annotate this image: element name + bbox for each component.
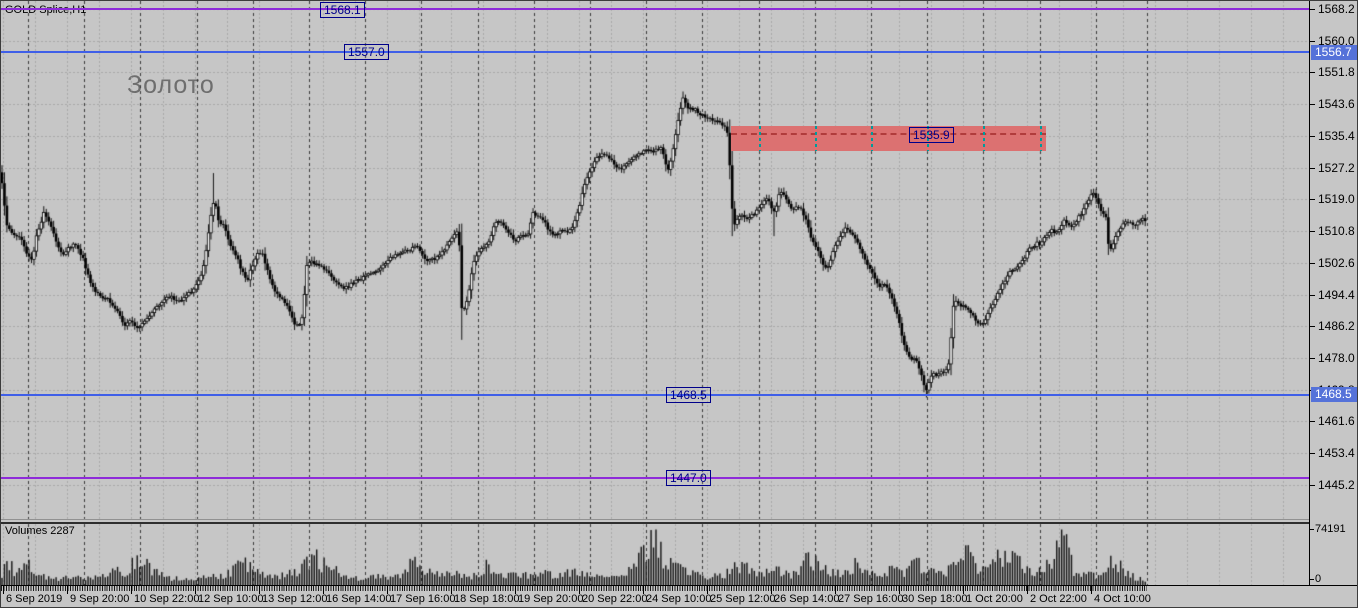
price-axis-label: 1519.0 — [1318, 192, 1355, 206]
price-axis-label: 1535.4 — [1318, 129, 1355, 143]
time-axis-label: 2 Oct 22:00 — [1030, 593, 1087, 605]
price-axis-tick — [1309, 72, 1315, 73]
symbol-timeframe-label: GOLD Splice,H1 — [5, 4, 87, 16]
candlestick-chart-canvas[interactable] — [1, 1, 1309, 585]
day-separator-over-zone — [759, 126, 761, 151]
volume-axis-tick — [1309, 529, 1314, 530]
price-axis-label: 1510.8 — [1318, 224, 1355, 238]
time-axis-major-tick — [643, 586, 644, 594]
volume-axis-min-label: 0 — [1315, 573, 1322, 585]
time-axis-label: 24 Sep 10:00 — [646, 593, 712, 605]
day-separator-over-zone — [871, 126, 873, 151]
object-price-label[interactable]: 1557.0 — [344, 44, 389, 60]
hline-1557.0[interactable] — [1, 51, 1309, 53]
price-axis-tick — [1309, 453, 1315, 454]
zone-dashed-level-line — [731, 133, 1046, 135]
time-axis-major-tick — [707, 586, 708, 594]
volume-axis-max-label: 74191 — [1315, 523, 1346, 535]
time-axis-label: 1 Oct 20:00 — [966, 593, 1023, 605]
time-axis-major-tick — [835, 586, 836, 594]
price-axis-label: 1478.0 — [1318, 351, 1355, 365]
time-axis-label: 10 Sep 22:00 — [134, 593, 200, 605]
price-axis-tick — [1309, 199, 1315, 200]
volume-pane-divider[interactable] — [1, 519, 1309, 524]
price-axis-highlight-badge: 1468.5 — [1311, 387, 1357, 402]
time-axis-major-tick — [771, 586, 772, 594]
time-axis-major-tick — [387, 586, 388, 594]
day-separator-over-zone — [1040, 126, 1042, 151]
time-axis-label: 26 Sep 14:00 — [774, 593, 840, 605]
time-axis-major-tick — [67, 586, 68, 594]
time-axis-major-tick — [451, 586, 452, 594]
price-axis-tick — [1309, 263, 1315, 264]
hline-1468.5[interactable] — [1, 394, 1309, 396]
time-axis-label: 4 Oct 10:00 — [1094, 593, 1151, 605]
time-axis-minor-ticks — [1, 586, 1147, 591]
price-axis-label: 1494.4 — [1318, 288, 1355, 302]
time-axis-label: 13 Sep 12:00 — [262, 593, 328, 605]
time-axis-major-tick — [579, 586, 580, 594]
price-axis-label: 1502.6 — [1318, 256, 1355, 270]
time-axis-major-tick — [963, 586, 964, 594]
time-axis-major-tick — [195, 586, 196, 594]
time-axis-major-tick — [515, 586, 516, 594]
time-axis-major-tick — [323, 586, 324, 594]
time-axis-major-tick — [899, 586, 900, 594]
price-axis-separator — [1309, 1, 1310, 586]
day-separator-over-zone — [927, 126, 929, 151]
price-axis-label: 1527.2 — [1318, 161, 1355, 175]
price-axis-label: 1551.8 — [1318, 65, 1355, 79]
price-axis-label: 1486.2 — [1318, 319, 1355, 333]
price-axis-tick — [1309, 295, 1315, 296]
price-axis-label: 1568.2 — [1318, 2, 1355, 16]
volumes-indicator-label: Volumes 2287 — [5, 525, 75, 537]
price-axis-highlight-badge: 1556.7 — [1311, 45, 1357, 60]
hline-1568.1[interactable] — [1, 8, 1309, 10]
price-axis-tick — [1309, 136, 1315, 137]
object-price-label[interactable]: 1447.0 — [666, 470, 711, 486]
price-axis-label: 1453.4 — [1318, 446, 1355, 460]
object-price-label[interactable]: 1468.5 — [666, 387, 711, 403]
time-axis-label: 16 Sep 14:00 — [326, 593, 392, 605]
price-axis-tick — [1309, 168, 1315, 169]
resistance-zone-rectangle[interactable] — [731, 126, 1046, 151]
time-axis-label: 30 Sep 18:00 — [902, 593, 968, 605]
time-axis-major-tick — [259, 586, 260, 594]
price-axis-tick — [1309, 485, 1315, 486]
time-axis-major-tick — [3, 586, 4, 594]
time-axis-major-tick — [1027, 586, 1028, 594]
price-axis-tick — [1309, 9, 1315, 10]
price-axis-tick — [1309, 326, 1315, 327]
time-axis-major-tick — [1091, 586, 1092, 594]
day-separator-over-zone — [983, 126, 985, 151]
day-separator-over-zone — [815, 126, 817, 151]
object-price-label[interactable]: 1535.9 — [909, 127, 954, 143]
volume-axis-tick — [1309, 579, 1314, 580]
price-axis-label: 1445.2 — [1318, 478, 1355, 492]
time-axis-label: 19 Sep 20:00 — [518, 593, 584, 605]
price-axis-tick — [1309, 41, 1315, 42]
object-price-label[interactable]: 1568.1 — [320, 2, 365, 18]
time-axis-label: 20 Sep 22:00 — [582, 593, 648, 605]
time-axis-separator — [1, 585, 1357, 586]
time-axis-label: 6 Sep 2019 — [6, 593, 63, 605]
time-axis-label: 18 Sep 18:00 — [454, 593, 520, 605]
time-axis-label: 17 Sep 16:00 — [390, 593, 456, 605]
price-axis-tick — [1309, 104, 1315, 105]
time-axis-label: 25 Sep 12:00 — [710, 593, 776, 605]
hline-1447.0[interactable] — [1, 477, 1309, 479]
time-axis-major-tick — [131, 586, 132, 594]
price-axis-tick — [1309, 358, 1315, 359]
price-axis-label: 1461.6 — [1318, 414, 1355, 428]
price-axis-tick — [1309, 421, 1315, 422]
price-axis-label: 1543.6 — [1318, 97, 1355, 111]
time-axis-label: 12 Sep 10:00 — [198, 593, 264, 605]
time-axis-label: 9 Sep 20:00 — [70, 593, 130, 605]
price-axis-tick — [1309, 231, 1315, 232]
time-axis-label: 27 Sep 16:00 — [838, 593, 904, 605]
price-axis-label: 1560.0 — [1318, 34, 1355, 48]
